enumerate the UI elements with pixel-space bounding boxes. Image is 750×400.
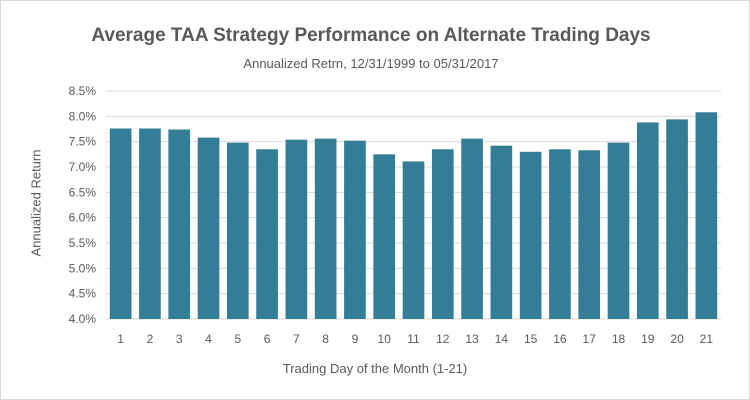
bar-day-11	[402, 161, 425, 319]
x-tick-label: 6	[264, 332, 271, 346]
bar-day-17	[578, 150, 601, 319]
y-tick-label: 4.0%	[69, 312, 97, 326]
bar-day-20	[666, 119, 688, 319]
x-tick-label: 9	[352, 332, 359, 346]
bar-day-19	[636, 122, 659, 319]
x-tick-label: 4	[205, 332, 212, 346]
x-tick-label: 18	[612, 332, 626, 346]
y-tick-label: 8.0%	[69, 109, 97, 123]
y-tick-label: 8.5%	[69, 84, 97, 98]
x-tick-label: 14	[495, 332, 509, 346]
x-tick-label: 7	[293, 332, 300, 346]
y-tick-label: 6.5%	[69, 185, 97, 199]
x-tick-label: 15	[524, 332, 538, 346]
x-tick-label: 17	[583, 332, 597, 346]
x-tick-label: 2	[147, 332, 154, 346]
bar-day-8	[314, 138, 337, 319]
bar-day-10	[373, 154, 396, 319]
x-tick-label: 19	[641, 332, 655, 346]
y-tick-label: 6.0%	[69, 211, 97, 225]
y-tick-label: 7.5%	[69, 135, 97, 149]
bar-day-18	[607, 142, 630, 319]
y-tick-label: 4.5%	[69, 287, 97, 301]
bar-day-4	[197, 137, 220, 319]
y-tick-label: 5.5%	[69, 236, 97, 250]
bar-day-6	[256, 149, 278, 319]
chart-title: Average TAA Strategy Performance on Alte…	[91, 25, 651, 46]
bar-day-15	[519, 151, 542, 319]
x-tick-label: 1	[117, 332, 124, 346]
bar-day-12	[431, 149, 454, 319]
y-tick-label: 7.0%	[69, 160, 97, 174]
bar-day-9	[344, 140, 366, 319]
x-tick-label: 10	[378, 332, 392, 346]
bar-day-3	[168, 129, 191, 319]
bar-day-1	[109, 128, 132, 319]
x-tick-label: 3	[176, 332, 183, 346]
x-tick-label: 11	[407, 332, 420, 346]
bar-day-2	[139, 128, 161, 319]
bar-day-7	[285, 139, 308, 319]
chart-subtitle: Annualized Retrn, 12/31/1999 to 05/31/20…	[243, 56, 499, 71]
bar-day-21	[695, 112, 718, 319]
x-tick-label: 20	[670, 332, 684, 346]
bar-day-13	[461, 138, 483, 319]
bar-day-5	[226, 142, 249, 319]
x-tick-label: 5	[234, 332, 241, 346]
x-tick-label: 16	[553, 332, 567, 346]
x-axis-label: Trading Day of the Month (1-21)	[282, 361, 468, 376]
x-tick-label: 12	[436, 332, 450, 346]
x-tick-label: 13	[465, 332, 479, 346]
x-tick-label: 21	[700, 332, 714, 346]
y-tick-label: 5.0%	[69, 261, 97, 275]
bar-day-14	[490, 145, 513, 319]
bar-day-16	[549, 149, 571, 319]
x-tick-label: 8	[322, 332, 329, 346]
